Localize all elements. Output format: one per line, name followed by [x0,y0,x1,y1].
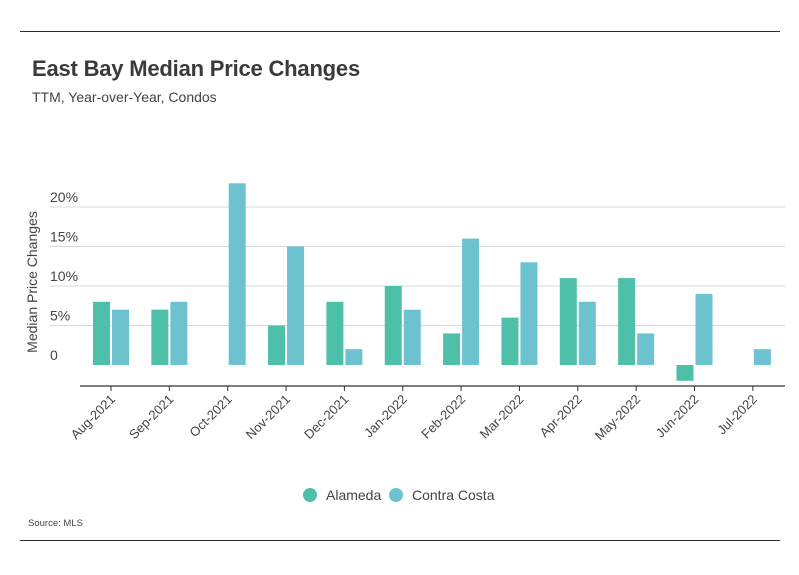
y-tick-label: 15% [50,229,78,245]
x-tick-label: May-2022 [592,392,643,443]
x-tick-label: Feb-2022 [418,392,468,442]
bar-contra-costa [228,183,246,365]
bars [93,183,771,381]
y-tick-label: 5% [50,308,70,324]
bar-contra-costa [695,293,713,365]
bar-contra-costa [345,349,363,365]
bar-contra-costa [170,301,188,365]
bar-contra-costa [637,333,655,365]
x-tick-label: Jun-2022 [653,392,702,441]
bottom-rule [20,540,780,541]
x-tick-label: Aug-2021 [68,392,118,442]
source-note: Source: MLS [28,518,83,529]
x-tick-label: Jan-2022 [361,392,410,441]
x-tick-label: Mar-2022 [477,392,527,442]
bar-contra-costa [578,301,596,365]
bar-alameda [501,317,519,365]
x-axis-ticks: Aug-2021 Sep-2021 Oct-2021 Nov-2021 Dec-2021… [68,386,760,443]
bar-alameda [443,333,461,365]
bar-contra-costa [287,246,305,365]
bar-alameda [676,365,694,381]
bar-contra-costa [753,349,771,365]
bar-alameda [384,286,402,365]
y-axis-title: Median Price Changes [24,211,40,353]
x-tick-label: Oct-2021 [186,392,234,440]
bar-alameda [151,309,169,365]
y-axis-ticks: 0 5% 10% 15% 20% [50,189,78,363]
legend-swatch-contra-costa [389,488,403,502]
x-tick-label: Jul-2022 [714,392,760,438]
bar-contra-costa [520,262,538,365]
y-tick-label: 10% [50,268,78,284]
bar-alameda [559,278,577,365]
bar-contra-costa [403,309,421,365]
bar-alameda [618,278,636,365]
legend: Alameda Contra Costa [303,487,495,503]
legend-label: Alameda [326,487,381,503]
bar-contra-costa [462,238,480,365]
y-tick-label: 0 [50,347,58,363]
x-tick-label: Sep-2021 [126,392,176,442]
x-tick-label: Dec-2021 [301,392,351,442]
bar-alameda [326,301,344,365]
chart-title: East Bay Median Price Changes [32,56,360,81]
y-tick-label: 20% [50,189,78,205]
gridlines [50,206,785,326]
x-tick-label: Nov-2021 [243,392,293,442]
bar-contra-costa [112,309,129,365]
x-tick-label: Apr-2022 [536,392,584,440]
top-rule [20,31,780,32]
bar-alameda [268,325,286,365]
legend-swatch-alameda [303,488,317,502]
bar-alameda [93,301,110,365]
legend-label: Contra Costa [412,487,495,503]
chart-subtitle: TTM, Year-over-Year, Condos [32,89,217,105]
